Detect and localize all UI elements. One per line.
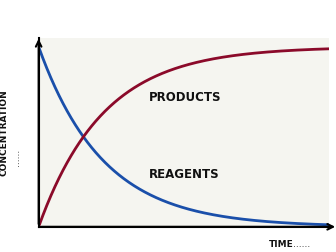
Text: CONCENTRATION: CONCENTRATION [0,89,8,176]
Text: TIME: TIME [269,240,294,249]
Text: ......: ...... [12,149,20,166]
Text: ......: ...... [293,240,310,249]
Text: PRODUCTS: PRODUCTS [149,91,221,104]
Text: REAGENTS: REAGENTS [149,168,220,181]
Text: RATE OF REACTION: RATE OF REACTION [78,9,258,27]
